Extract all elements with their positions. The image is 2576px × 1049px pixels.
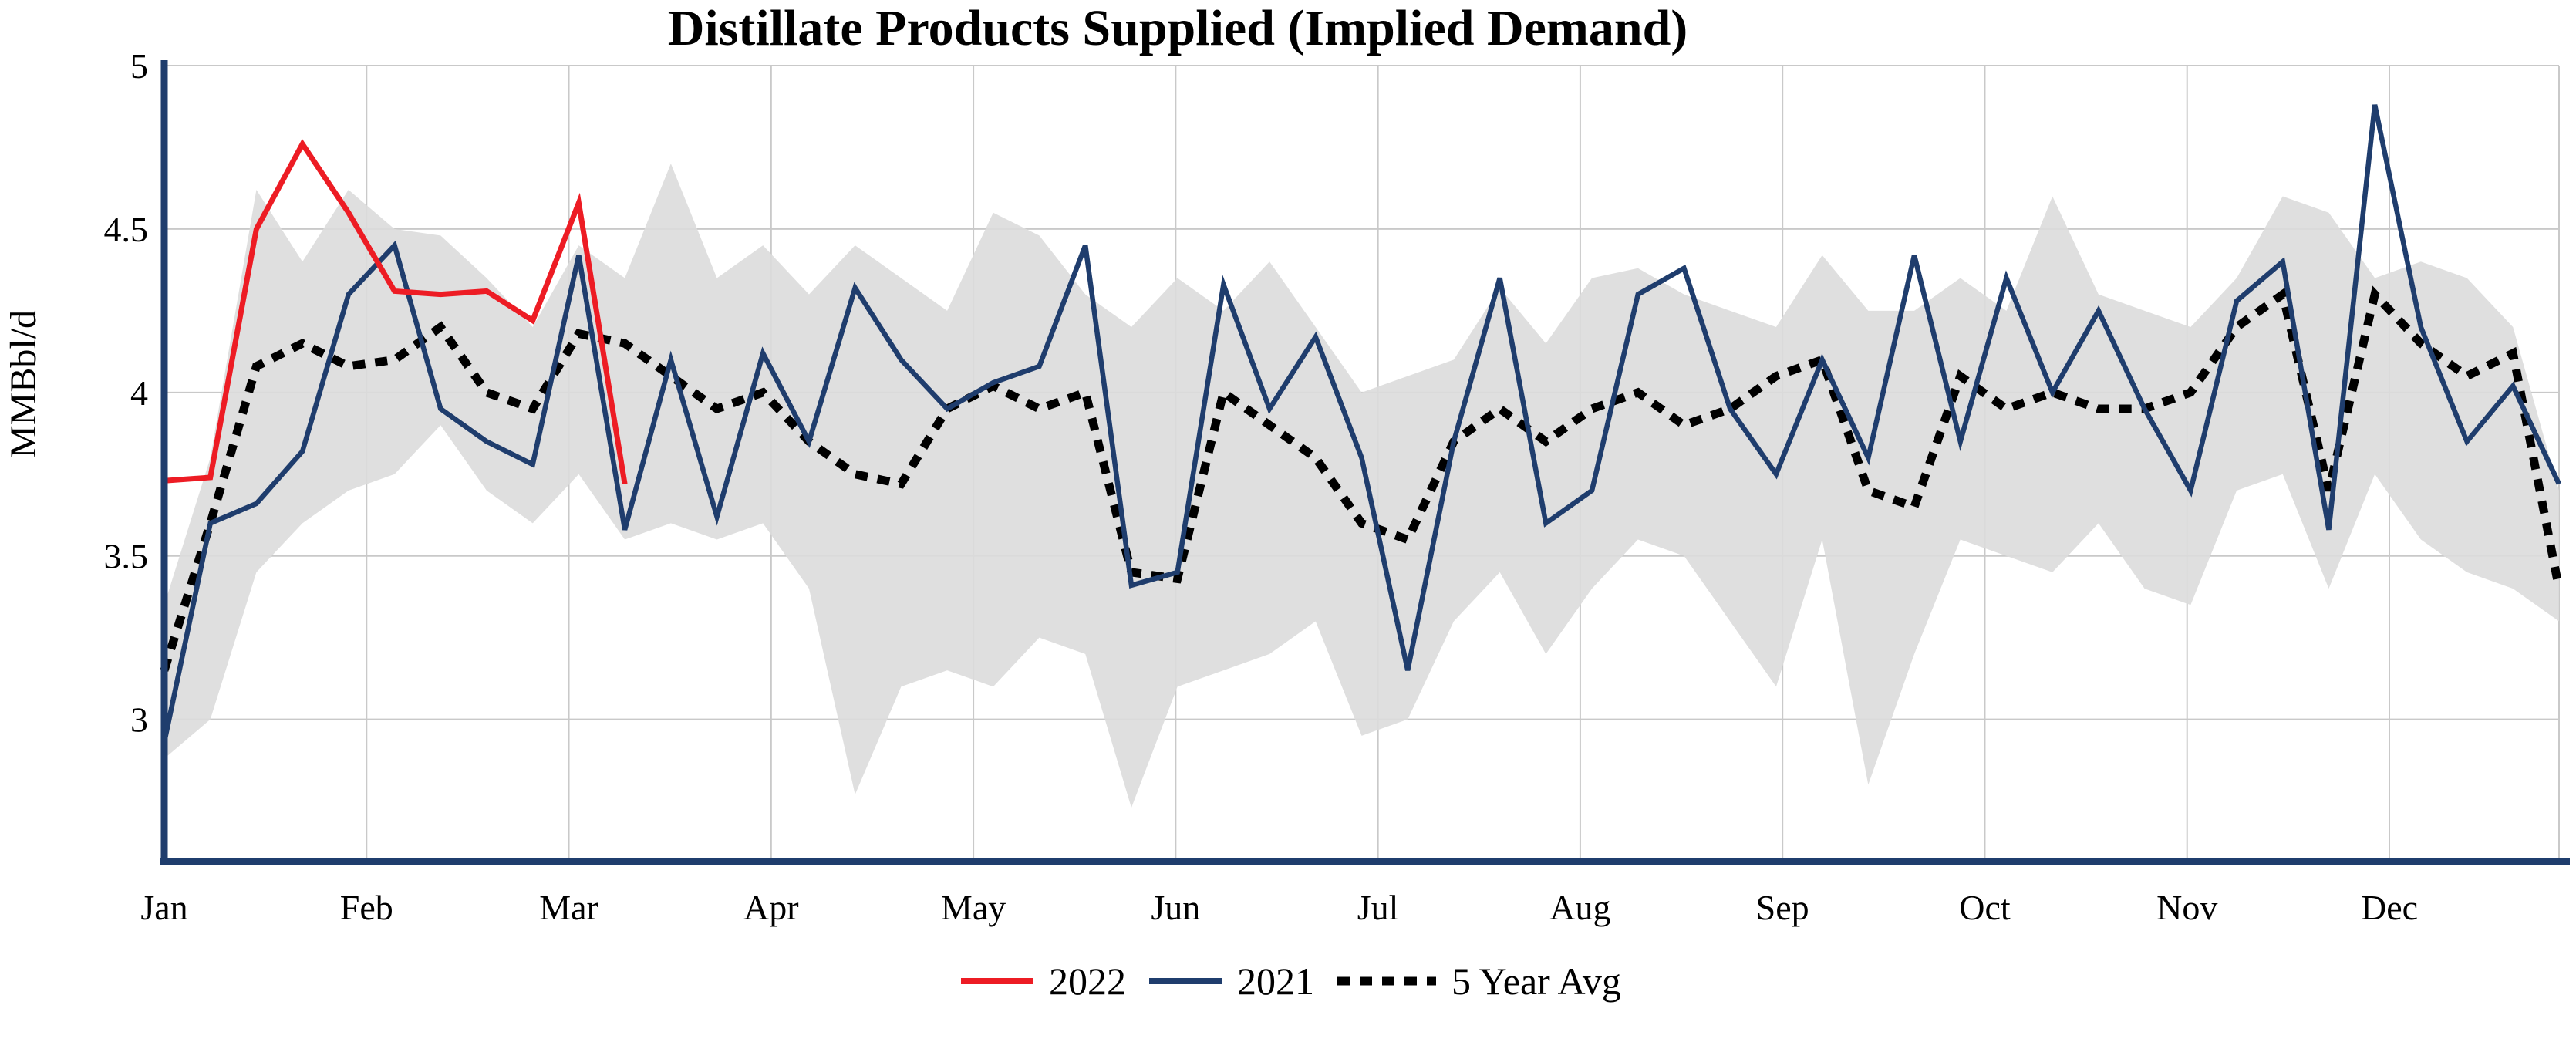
y-tick-label-4: 4: [130, 373, 148, 413]
y-axis-title: MMBbl/d: [3, 310, 44, 458]
x-tick-label-feb: Feb: [340, 888, 393, 927]
series-line-5-year-avg: [160, 285, 2564, 672]
legend-label-2022: 2022: [1049, 960, 1126, 1003]
range-band: [164, 164, 2559, 808]
x-tick-label-nov: Nov: [2156, 888, 2217, 927]
chart-title: Distillate Products Supplied (Implied De…: [668, 0, 1688, 56]
five-year-range-band: [164, 164, 2559, 808]
axes: [160, 60, 2570, 865]
y-tick-label-5: 5: [130, 46, 148, 86]
x-tick-label-apr: Apr: [743, 888, 799, 927]
x-tick-label-jul: Jul: [1357, 888, 1399, 927]
series-lines: [160, 104, 2564, 743]
x-tick-label-jan: Jan: [140, 888, 187, 927]
x-tick-label-mar: Mar: [539, 888, 598, 927]
x-tick-label-jun: Jun: [1151, 888, 1200, 927]
x-tick-label-aug: Aug: [1549, 888, 1610, 927]
legend: 2022 2021 5 Year Avg: [961, 960, 1621, 1003]
x-tick-label-oct: Oct: [1959, 888, 2011, 927]
x-tick-label-sep: Sep: [1756, 888, 1809, 927]
x-tick-label-dec: Dec: [2361, 888, 2418, 927]
series-line-2021: [161, 104, 2561, 743]
series-line-2022: [164, 138, 628, 485]
y-tick-label-4-5: 4.5: [104, 210, 149, 249]
tick-labels: 5 4.5 4 3.5 3 Jan Feb Mar Apr May Jun Jul Aug Sep Oct N…: [104, 46, 2419, 927]
x-tick-label-may: May: [941, 888, 1006, 927]
y-tick-label-3: 3: [130, 700, 148, 740]
legend-label-5-year-avg: 5 Year Avg: [1452, 960, 1621, 1003]
legend-label-2021: 2021: [1237, 960, 1314, 1003]
y-tick-label-3-5: 3.5: [104, 537, 149, 576]
